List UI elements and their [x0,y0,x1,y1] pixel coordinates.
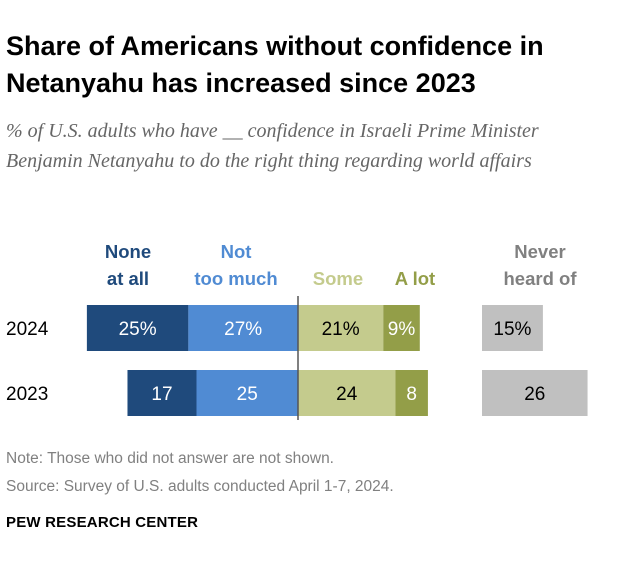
bar-none-at-all-2023 [127,370,197,416]
data-label-none-at-all-2023: 17 [151,384,172,405]
data-label-not-too-much-2024: 27% [224,319,262,340]
legend-label-a-lot: A lot [395,268,435,289]
category-label-2024: 2024 [6,319,49,340]
chart-note: Note: Those who did not answer are not s… [6,450,334,467]
legend-label-never-heard-of: heard of [504,268,578,289]
data-label-a-lot-2024: 9% [388,319,416,340]
chart-title: Share of Americans without confidence in… [6,31,544,98]
data-label-not-too-much-2023: 25 [237,384,258,405]
bar-never-heard-of-2023 [482,370,588,416]
bar-some-2023 [298,370,396,416]
legend-label-never-heard-of: Never [514,241,565,262]
bar-a-lot-2024 [383,305,420,351]
data-label-some-2024: 21% [322,319,360,340]
brand-label: PEW RESEARCH CENTER [6,514,199,531]
data-label-some-2023: 24 [336,384,358,405]
chart-source: Source: Survey of U.S. adults conducted … [6,478,394,495]
bar-never-heard-of-2024 [482,305,543,351]
legend-label-not-too-much: Not [221,241,252,262]
bar-not-too-much-2023 [196,370,298,416]
bar-some-2024 [298,305,384,351]
legend-label-some: Some [313,268,363,289]
data-label-never-heard-of-2023: 26 [524,384,545,405]
chart-subtitle: % of U.S. adults who have __ confidence … [6,120,539,172]
data-label-none-at-all-2024: 25% [119,319,157,340]
category-label-2023: 2023 [6,384,48,405]
legend-label-not-too-much: too much [194,268,277,289]
bar-none-at-all-2024 [86,305,189,351]
legend-label-none-at-all: None [105,241,151,262]
data-label-a-lot-2023: 8 [406,384,417,405]
data-label-never-heard-of-2024: 15% [493,319,531,340]
bar-a-lot-2023 [395,370,428,416]
bar-not-too-much-2024 [188,305,298,351]
legend-label-none-at-all: at all [107,268,149,289]
